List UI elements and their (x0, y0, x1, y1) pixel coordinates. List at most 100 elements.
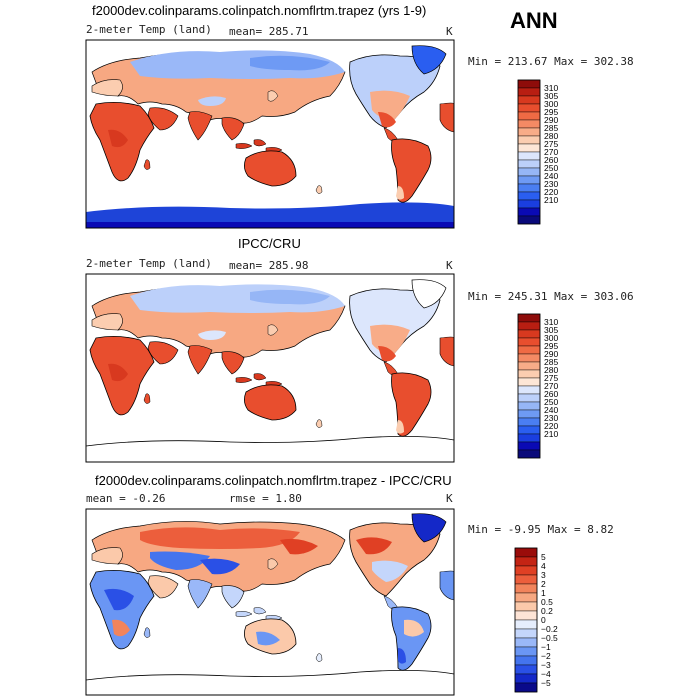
panel-2-colorbar-swatch (517, 329, 541, 339)
panel-1-colorbar-tick-label: 295 (544, 107, 558, 117)
panel-3-colorbar-tick-label: −0.5 (541, 633, 558, 643)
panel-1-colorbar-tick-label: 270 (544, 147, 558, 157)
panel-3-colorbar-swatch (514, 628, 538, 639)
panel-3-colorbar-tick-label: −2 (541, 651, 551, 661)
panel-1-colorbar-swatch (517, 183, 541, 193)
panel-3-colorbar-swatch (514, 646, 538, 657)
panel-3-colorbar-swatch (514, 547, 538, 558)
panel-1-units: K (446, 25, 453, 38)
panel-2-colorbar-tick-label: 230 (544, 413, 558, 423)
season-label: ANN (510, 8, 558, 33)
panel-1-title: f2000dev.colinparams.colinpatch.nomflrtm… (92, 3, 427, 18)
panel-2-colorbar-tick-label: 210 (544, 429, 558, 439)
panel-2-colorbar-swatch (517, 353, 541, 363)
panel-1-colorbar-swatch (517, 199, 541, 209)
panel-3-colorbar-swatch (514, 610, 538, 621)
panel-3-colorbar-swatch (514, 619, 538, 630)
panel-3-colorbar-tick-label: 0 (541, 615, 546, 625)
panel-3-colorbar-swatch (514, 592, 538, 603)
panel-2-colorbar-swatch (517, 313, 541, 323)
panel-2-colorbar-swatch (517, 321, 541, 331)
panel-3-colorbar-swatch (514, 682, 538, 693)
panel-2-colorbar-swatch (517, 401, 541, 411)
panel-1-colorbar-frame (517, 79, 541, 225)
antarctica-region (86, 202, 454, 228)
panel-1-colorbar-swatch (517, 135, 541, 145)
panel-2-colorbar-tick-label: 270 (544, 381, 558, 391)
panel-3-colorbar-swatch (514, 637, 538, 648)
panel-1-colorbar-swatch (517, 127, 541, 137)
panel-3-colorbar-frame (514, 547, 538, 693)
panel-2-colorbar-tick-label: 250 (544, 397, 558, 407)
panel-1-colorbar-tick-label: 305 (544, 91, 558, 101)
panel-2-colorbar: 3103053002952902852802752702602502402302… (517, 313, 558, 459)
panel-1-colorbar: 3103053002952902852802752702602502402302… (517, 79, 558, 225)
panel-2-colorbar-tick-label: 310 (544, 317, 558, 327)
panel-2-colorbar-swatch (517, 369, 541, 379)
panel-1-frame (85, 39, 455, 229)
panel-2-colorbar-tick-label: 260 (544, 389, 558, 399)
panel-1-colorbar-tick-label: 280 (544, 131, 558, 141)
panel-3-colorbar-swatch (514, 556, 538, 567)
panel-1-map (86, 40, 454, 228)
panel-3-colorbar-swatch (514, 583, 538, 594)
panel-1-variable-label: 2-meter Temp (land) (86, 23, 212, 36)
panel-3-title: f2000dev.colinparams.colinpatch.nomflrtm… (95, 473, 452, 488)
panel-3-colorbar-swatch (514, 601, 538, 612)
panel-3-colorbar-tick-label: 0.2 (541, 606, 553, 616)
panel-2-colorbar-tick-label: 220 (544, 421, 558, 431)
panel-2-colorbar-tick-label: 290 (544, 349, 558, 359)
panel-2-colorbar-swatch (517, 441, 541, 451)
panel-3-colorbar-swatch (514, 565, 538, 576)
panel-3-min-max: Min = -9.95 Max = 8.82 (468, 523, 614, 536)
panel-3-colorbar-tick-label: 5 (541, 552, 546, 562)
panel-3-mean: mean = -0.26 (86, 492, 166, 505)
panel-3-rmse: rmse = 1.80 (229, 492, 302, 505)
panel-1-colorbar-swatch (517, 207, 541, 217)
australia-region (244, 150, 297, 187)
panel-2-colorbar-swatch (517, 361, 541, 371)
panel-3-colorbar-tick-label: 3 (541, 570, 546, 580)
panel-3-colorbar-tick-label: −3 (541, 660, 551, 670)
panel-1-colorbar-swatch (517, 159, 541, 169)
panel-3-frame (85, 508, 455, 696)
panel-1-colorbar-swatch (517, 151, 541, 161)
panel-1-colorbar-tick-label: 300 (544, 99, 558, 109)
panel-1-colorbar-tick-label: 275 (544, 139, 558, 149)
panel-2-colorbar-tick-label: 300 (544, 333, 558, 343)
panel-1-colorbar-swatch (517, 215, 541, 225)
panel-3-colorbar-swatch (514, 664, 538, 675)
panel-2-colorbar-swatch (517, 449, 541, 459)
panel-3-colorbar-tick-label: −4 (541, 669, 551, 679)
panel-2-colorbar-swatch (517, 425, 541, 435)
panel-2-colorbar-swatch (517, 345, 541, 355)
panel-2-colorbar-tick-label: 305 (544, 325, 558, 335)
panel-3-units: K (446, 492, 453, 505)
panel-2-colorbar-frame (517, 313, 541, 459)
panel-1-colorbar-tick-label: 310 (544, 83, 558, 93)
panel-1-colorbar-swatch (517, 143, 541, 153)
panel-1-colorbar-tick-label: 250 (544, 163, 558, 173)
panel-2-colorbar-tick-label: 295 (544, 341, 558, 351)
panel-2-colorbar-tick-label: 240 (544, 405, 558, 415)
panel-1-colorbar-tick-label: 210 (544, 195, 558, 205)
panel-2-frame (85, 273, 455, 463)
panel-2-map (86, 274, 454, 462)
panel-1-colorbar-tick-label: 290 (544, 115, 558, 125)
panel-3-colorbar-swatch (514, 655, 538, 666)
panel-3-colorbar-tick-label: 4 (541, 561, 546, 571)
panel-1-min-max: Min = 213.67 Max = 302.38 (468, 55, 634, 68)
panel-1-colorbar-swatch (517, 111, 541, 121)
panel-3-colorbar-tick-label: 1 (541, 588, 546, 598)
south-america-region (391, 138, 432, 203)
panel-2-mean: mean= 285.98 (229, 259, 309, 272)
panel-2-colorbar-tick-label: 280 (544, 365, 558, 375)
panel-2-variable-label: 2-meter Temp (land) (86, 257, 212, 270)
panel-2-title: IPCC/CRU (238, 236, 301, 251)
panel-3-colorbar-swatch (514, 673, 538, 684)
panel-1-colorbar-tick-label: 230 (544, 179, 558, 189)
panel-1-colorbar-swatch (517, 175, 541, 185)
panel-1-colorbar-swatch (517, 103, 541, 113)
